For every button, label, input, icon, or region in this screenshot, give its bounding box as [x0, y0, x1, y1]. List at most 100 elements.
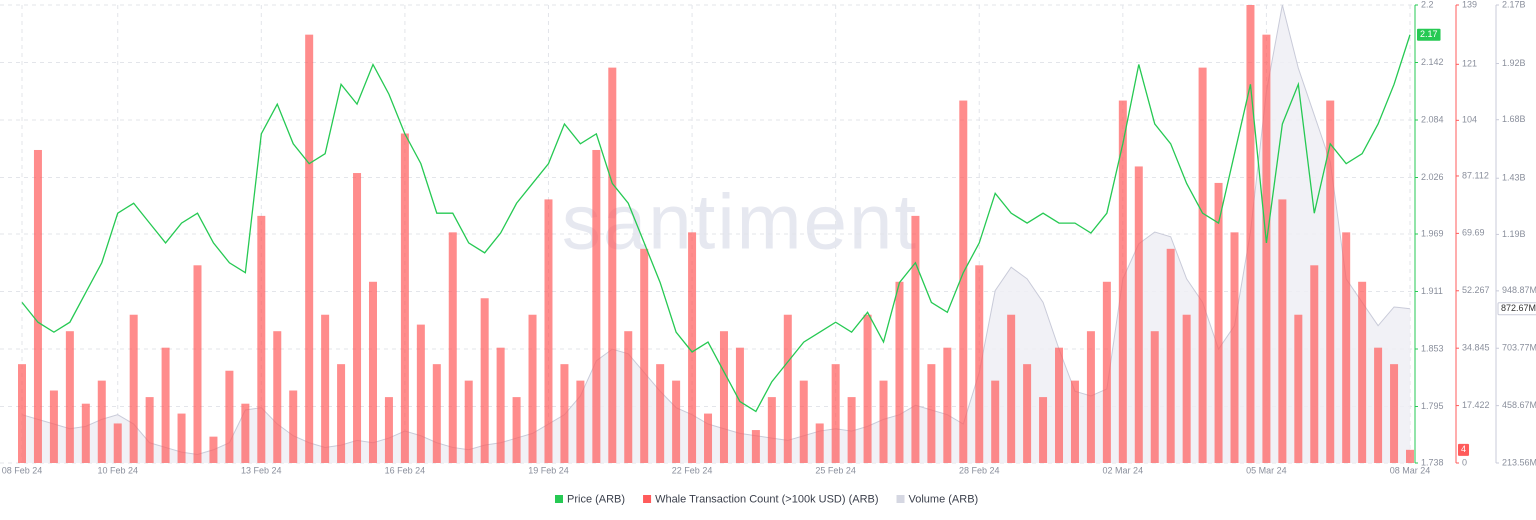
bar [959, 100, 968, 463]
bar [1086, 331, 1095, 463]
y-tick-label: 139 [1462, 0, 1477, 9]
y-tick-label: 52.267 [1462, 285, 1490, 295]
bar [863, 314, 872, 463]
bar [1310, 265, 1319, 463]
x-tick-label: 05 Mar 24 [1246, 465, 1287, 475]
y-tick-label: 17.422 [1462, 400, 1490, 410]
bar [1023, 364, 1032, 463]
bar [1294, 314, 1303, 463]
bar [640, 248, 649, 463]
volume-line [21, 4, 1411, 455]
bar [1230, 232, 1239, 463]
bar [1390, 364, 1399, 463]
x-tick-label: 10 Feb 24 [97, 465, 138, 475]
bar [592, 149, 601, 463]
bar [719, 331, 728, 463]
bar [368, 281, 377, 463]
bar [1246, 5, 1255, 463]
bar [337, 364, 346, 463]
y-tick-label: 34.845 [1462, 343, 1490, 353]
bar [895, 281, 904, 463]
y-tick-label: 2.142 [1421, 57, 1444, 67]
bar [783, 314, 792, 463]
bar [1182, 314, 1191, 463]
y-tick-label: 1.969 [1421, 228, 1444, 238]
y-tick-label: 948.87M [1502, 285, 1536, 295]
bar [97, 380, 106, 463]
bar [831, 364, 840, 463]
bar [161, 347, 170, 463]
bar [1358, 281, 1367, 463]
y-tick-label: 213.56M [1502, 457, 1536, 467]
y-tick-label: 2.026 [1421, 172, 1444, 182]
bar [704, 413, 713, 463]
bar [1342, 232, 1351, 463]
badge-bg [1458, 443, 1470, 456]
bar [1214, 182, 1223, 464]
legend-label: Whale Transaction Count (>100k USD) (ARB… [655, 493, 878, 505]
bar [1374, 347, 1383, 463]
bar [496, 347, 505, 463]
bar [321, 314, 330, 463]
bar [1278, 199, 1287, 463]
price-line [21, 34, 1411, 413]
bar [1055, 347, 1064, 463]
bar [815, 423, 824, 463]
bar [257, 215, 266, 463]
bar [1326, 100, 1335, 463]
x-tick-label: 28 Feb 24 [959, 465, 1000, 475]
x-tick-label: 08 Feb 24 [2, 465, 43, 475]
y-tick-label: 104 [1462, 115, 1477, 125]
y-tick-label: 1.795 [1421, 401, 1444, 411]
bar [576, 380, 585, 463]
bar [305, 34, 314, 464]
bar [480, 298, 489, 463]
bar [129, 314, 138, 463]
x-tick-label: 22 Feb 24 [672, 465, 713, 475]
bar [209, 436, 218, 463]
bar [1102, 281, 1111, 463]
badge-label: 872.67M [1501, 303, 1536, 313]
bar [608, 67, 617, 464]
legend-label: Price (ARB) [567, 493, 625, 505]
legend-label: Volume (ARB) [909, 493, 979, 505]
y-tick-label: 1.19B [1502, 229, 1526, 239]
bar [273, 331, 282, 463]
bar [943, 347, 952, 463]
legend-swatch [555, 495, 563, 503]
bar [799, 380, 808, 463]
y-tick-label: 1.853 [1421, 343, 1444, 353]
bar [528, 314, 537, 463]
x-tick-label: 25 Feb 24 [815, 465, 856, 475]
bar [241, 403, 250, 463]
y-tick-label: 2.2 [1421, 0, 1434, 9]
bar [353, 173, 362, 464]
x-tick-label: 02 Mar 24 [1103, 465, 1144, 475]
bar [400, 133, 409, 463]
legend-swatch [896, 495, 905, 503]
bar [464, 380, 473, 463]
bar [416, 324, 425, 463]
y-tick-label: 121 [1462, 59, 1477, 69]
bar [751, 430, 760, 463]
bar [656, 364, 665, 463]
bar [1198, 67, 1207, 464]
x-tick-label: 13 Feb 24 [241, 465, 282, 475]
badge-label: 4 [1461, 444, 1466, 454]
bar [1007, 314, 1016, 463]
y-tick-label: 2.17B [1502, 0, 1526, 9]
bar [448, 232, 457, 463]
bar [193, 265, 202, 463]
y-tick-label: 0 [1462, 457, 1467, 467]
bar [1118, 100, 1127, 463]
y-tick-label: 1.738 [1421, 457, 1444, 467]
legend: Price (ARB) Whale Transaction Count (>100… [555, 493, 978, 505]
bar [911, 215, 920, 463]
bar [1150, 331, 1159, 463]
bar [735, 347, 744, 463]
bar [384, 397, 393, 463]
bar [1262, 34, 1271, 464]
value-badge: 4 [1458, 443, 1470, 456]
y-tick-label: 87.112 [1462, 170, 1489, 180]
